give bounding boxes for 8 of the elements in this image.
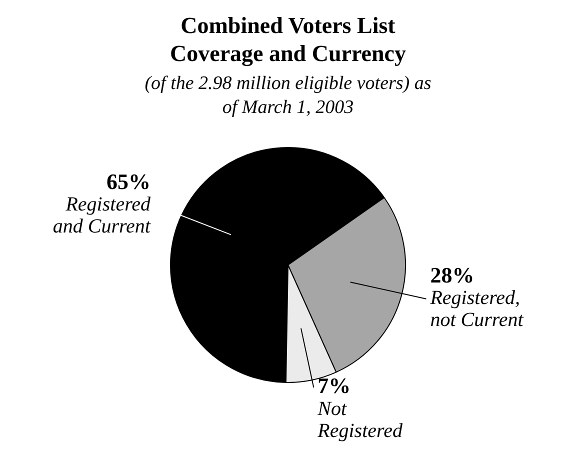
chart-title: Combined Voters List Coverage and Currency — [169, 12, 407, 68]
data-label: 28% — [430, 262, 474, 288]
slice-label: Registered and Current — [52, 193, 152, 238]
chart-subtitle: (of the 2.98 million eligible voters) as of March 1, 2003 — [144, 72, 432, 120]
slice-label: Not Registered — [316, 398, 404, 442]
data-label: 7% — [318, 373, 351, 398]
slice-label: Registered, not Current — [429, 287, 524, 332]
data-label: 65% — [106, 168, 150, 194]
